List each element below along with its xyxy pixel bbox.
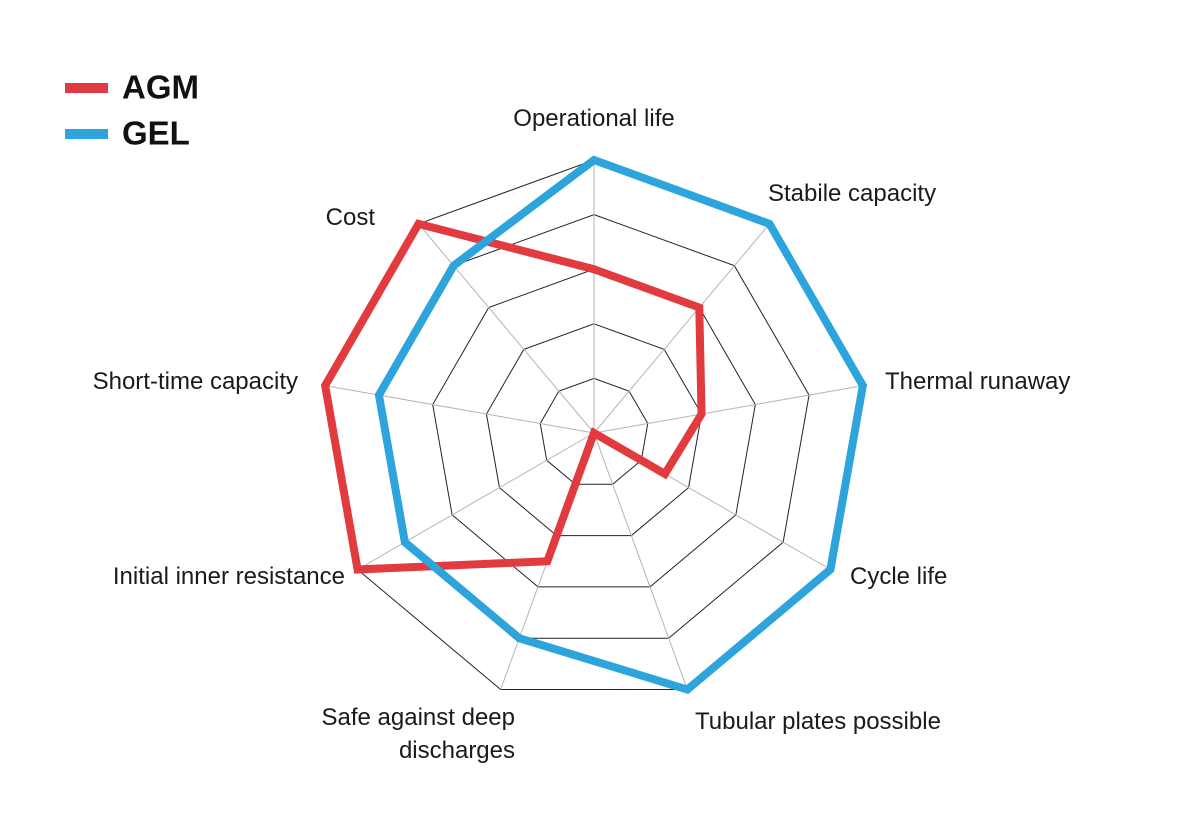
legend-label: GEL <box>122 115 190 152</box>
series-line <box>320 219 706 574</box>
axis-label: Safe against deep discharges <box>321 704 516 764</box>
spoke <box>357 432 595 570</box>
spoke <box>593 223 770 434</box>
grid-ring <box>539 377 649 485</box>
series-line <box>374 155 868 694</box>
spoke <box>418 223 595 434</box>
axis-label: Thermal runaway <box>885 367 1071 395</box>
axis-label: Cycle life <box>850 562 948 590</box>
axis-label: Tubular plates possible <box>695 707 941 735</box>
axis-label: Initial inner resistance <box>112 562 345 590</box>
spoke <box>593 385 863 434</box>
grid-ring <box>485 323 703 537</box>
legend-label: AGM <box>122 69 199 106</box>
axis-label: Stabile capacity <box>768 179 937 207</box>
spoke <box>325 385 595 434</box>
grid-ring <box>432 268 756 588</box>
axis-label: Cost <box>325 203 375 231</box>
spoke <box>593 432 688 690</box>
axis-label: Operational life <box>513 104 675 132</box>
axis-label: Short-time capacity <box>92 367 298 395</box>
